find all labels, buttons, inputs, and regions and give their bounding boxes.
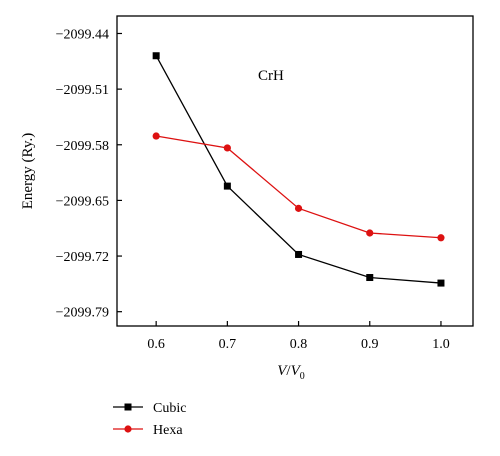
x-tick-label: 1.0	[432, 337, 450, 352]
series-line-hexa	[156, 135, 442, 239]
x-axis-label-separator: /	[286, 363, 291, 379]
y-tick-label: −2099.72	[56, 250, 109, 265]
legend-marker-hexa	[124, 425, 132, 433]
y-tick-label: −2099.58	[56, 139, 109, 154]
legend-item-cubic: Cubic	[113, 401, 186, 416]
series-layer	[152, 52, 445, 287]
y-axis: −2099.44 −2099.51 −2099.58 −2099.65 −2099.72…	[56, 27, 122, 321]
x-axis: 0.6 0.7 0.8 0.9 1.0	[147, 321, 450, 352]
y-tick-label: −2099.51	[56, 83, 109, 98]
y-tick-label: −2099.65	[56, 194, 109, 209]
x-tick-label: 0.9	[361, 337, 379, 352]
x-tick-label: 0.8	[290, 337, 308, 352]
data-point-cubic	[366, 274, 374, 282]
y-axis-label: Energy (Ry.)	[20, 133, 36, 209]
x-tick-label: 0.7	[219, 337, 237, 352]
data-point-cubic	[437, 279, 445, 287]
x-axis-label-subscript: 0	[300, 371, 305, 382]
data-point-hexa	[366, 229, 374, 237]
data-point-hexa	[437, 234, 445, 242]
data-point-cubic	[152, 52, 160, 60]
x-axis-label-denominator: V	[291, 363, 302, 379]
legend-label-cubic: Cubic	[153, 401, 186, 416]
y-tick-label: −2099.44	[56, 27, 109, 42]
series-line-cubic	[155, 55, 442, 284]
legend-item-hexa: Hexa	[113, 423, 183, 438]
legend-marker-cubic	[124, 403, 132, 411]
data-point-hexa	[294, 204, 303, 212]
data-point-cubic	[295, 250, 303, 258]
data-point-cubic	[223, 182, 231, 190]
legend-label-hexa: Hexa	[153, 423, 183, 438]
y-tick-label: −2099.79	[56, 306, 109, 321]
x-tick-label: 0.6	[147, 337, 165, 352]
chart-annotation: CrH	[258, 68, 284, 84]
legend: Cubic Hexa	[113, 401, 186, 438]
x-axis-label-main: V	[277, 363, 288, 379]
x-axis-label: V/V0	[277, 363, 305, 382]
data-point-hexa	[152, 132, 160, 140]
plot-area	[116, 15, 474, 327]
data-point-hexa	[223, 144, 231, 152]
